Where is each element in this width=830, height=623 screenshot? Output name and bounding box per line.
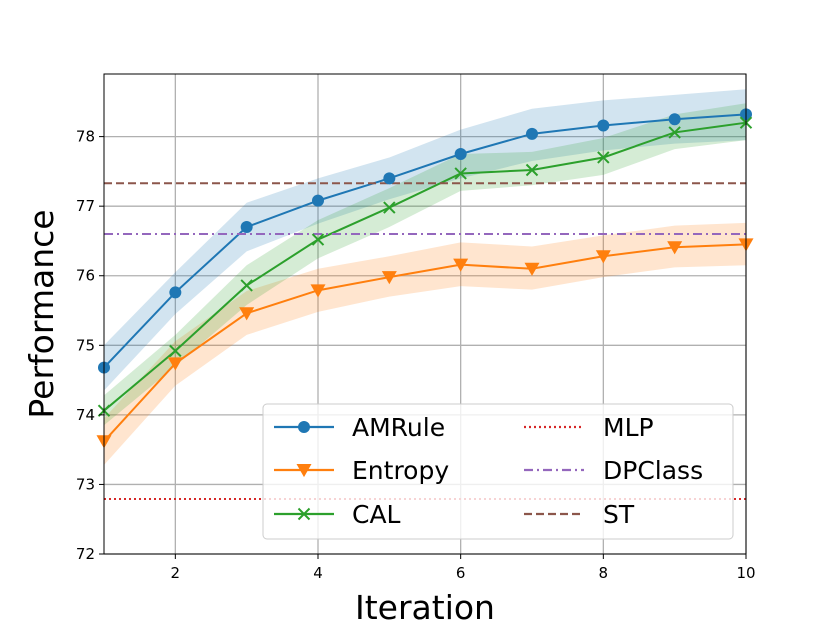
legend-label-entropy: Entropy: [352, 456, 449, 485]
entropy-point-4: [310, 284, 326, 298]
y-tick-label-73: 73: [76, 475, 95, 493]
cal-point-3: [240, 279, 253, 292]
legend-label-dpclass: DPClass: [603, 456, 703, 485]
legend-label-amrule: AMRule: [352, 413, 445, 442]
legend-marker-cal: [297, 507, 311, 521]
entropy-point-7: [524, 262, 540, 276]
cal-point-6: [454, 167, 467, 180]
y-tick-label-76: 76: [76, 267, 95, 285]
amrule-point-4: [312, 194, 324, 207]
axis-ticks: 2 4 6 8 10 72 73 74 75 76 77 78: [76, 128, 756, 582]
cal-point-5: [383, 201, 396, 214]
legend: AMRule Entropy CAL MLP DPClass ST: [262, 403, 734, 540]
amrule-point-2: [169, 286, 182, 299]
x-axis-title: Iteration: [355, 588, 495, 623]
y-tick-label-74: 74: [76, 406, 95, 424]
y-tick-label-75: 75: [76, 336, 95, 354]
amrule-point-8: [597, 119, 610, 132]
amrule-point-3: [240, 221, 253, 234]
cal-point-2: [169, 344, 182, 358]
cal-line: [103, 121, 747, 412]
y-axis-title: Performance: [22, 209, 61, 418]
x-tick-label-6: 6: [456, 564, 466, 582]
legend-marker-entropy: [296, 464, 312, 478]
x-tick-label-8: 8: [599, 564, 609, 582]
legend-label-cal: CAL: [352, 500, 401, 529]
y-tick-label-72: 72: [76, 545, 95, 563]
y-tick-label-78: 78: [76, 128, 95, 146]
cal-point-9: [668, 126, 681, 139]
x-tick-label-2: 2: [171, 564, 181, 582]
x-tick-label-10: 10: [736, 564, 755, 582]
amrule-point-5: [383, 172, 396, 185]
entropy-point-9: [667, 241, 683, 255]
legend-label-mlp: MLP: [603, 413, 654, 442]
plot-frame: [103, 73, 747, 555]
legend-box: [262, 403, 734, 540]
entropy-point-2: [167, 357, 183, 371]
entropy-point-8: [595, 250, 611, 264]
cal-point-7: [525, 163, 539, 177]
x-tick-label-4: 4: [313, 564, 323, 582]
cal-confidence-band: [104, 103, 746, 426]
cal-point-8: [597, 151, 610, 164]
entropy-point-3: [239, 307, 255, 321]
amrule-line: [103, 113, 747, 369]
y-tick-label-77: 77: [76, 197, 95, 215]
amrule-point-6: [454, 148, 467, 160]
cal-point-4: [311, 233, 325, 246]
legend-label-st: ST: [603, 500, 635, 529]
entropy-point-6: [453, 258, 469, 272]
entropy-line: [103, 243, 747, 442]
legend-marker-amrule: [298, 421, 310, 433]
amrule-point-7: [526, 127, 538, 140]
entropy-point-5: [381, 271, 397, 285]
amrule-point-9: [668, 113, 681, 126]
